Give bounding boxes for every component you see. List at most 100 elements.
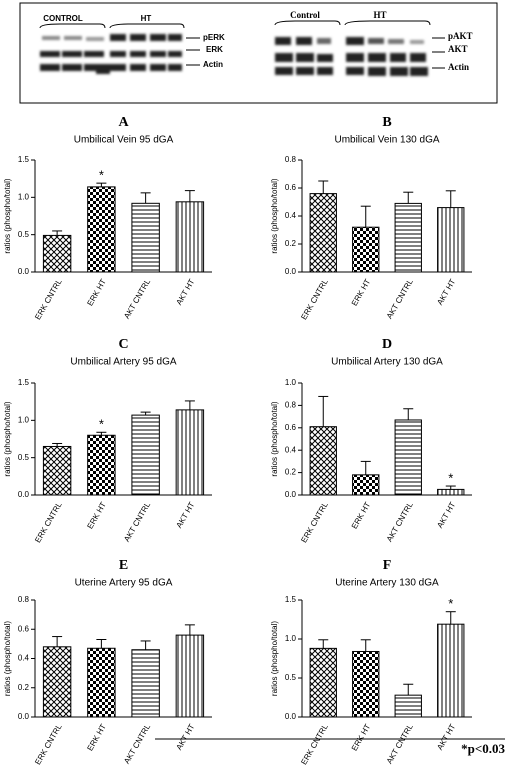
x-tick-label: ERK HT: [350, 500, 373, 530]
blot-bands: [40, 34, 428, 76]
y-tick-label: 1.0: [285, 634, 297, 643]
x-tick-label: ERK CNTRL: [299, 500, 330, 544]
y-axis-label: ratios (phospho/total): [270, 401, 279, 476]
bar: [131, 649, 160, 718]
x-tick-label: AKT HT: [174, 722, 196, 751]
panel-letter: D: [382, 337, 392, 352]
bar: [394, 202, 422, 273]
y-axis-label: ratios (phospho/total): [3, 621, 12, 696]
bar: [309, 647, 337, 718]
annotation: *: [448, 596, 453, 611]
bar: [175, 409, 205, 496]
x-tick-label: AKT CNTRL: [122, 722, 152, 765]
y-tick-label: 0.0: [285, 490, 297, 499]
bar: [394, 694, 422, 718]
bar: [352, 226, 380, 273]
x-tick-label: AKT HT: [435, 277, 457, 306]
y-tick-label: 1.5: [18, 155, 30, 164]
panel-letter: F: [383, 558, 392, 573]
x-tick-label: AKT CNTRL: [385, 500, 415, 543]
blot-label: HT: [373, 10, 386, 20]
blot-label: CONTROL: [43, 14, 83, 23]
x-tick-label: AKT CNTRL: [385, 722, 415, 765]
bar: [131, 414, 160, 496]
blot-label: HT: [141, 14, 152, 23]
x-tick-label: ERK CNTRL: [299, 722, 330, 766]
x-tick-label: AKT HT: [435, 722, 457, 751]
bar: [87, 647, 116, 718]
footnote: *p<0.03: [461, 741, 505, 756]
bar: [42, 445, 72, 496]
y-tick-label: 0.5: [18, 230, 30, 239]
chart-title: Umbilical Vein 95 dGA: [74, 135, 174, 146]
bar: [352, 650, 380, 718]
x-tick-label: ERK HT: [85, 500, 108, 530]
y-tick-label: 0.2: [285, 239, 297, 248]
x-tick-label: ERK HT: [350, 277, 373, 307]
bar: [437, 623, 465, 718]
bar: [394, 419, 422, 496]
bar: [42, 234, 72, 273]
x-tick-label: ERK HT: [350, 722, 373, 752]
y-tick-label: 0.0: [18, 267, 30, 276]
chart-title: Umbilical Artery 130 dGA: [331, 357, 443, 368]
blot-row-label: pERK: [203, 33, 225, 42]
y-tick-label: 1.5: [18, 378, 30, 387]
y-axis-label: ratios (phospho/total): [3, 178, 12, 253]
x-tick-label: ERK CNTRL: [299, 277, 330, 321]
bar: [175, 634, 205, 718]
y-tick-label: 0.0: [285, 712, 297, 721]
y-axis-label: ratios (phospho/total): [270, 621, 279, 696]
x-tick-label: AKT HT: [435, 500, 457, 529]
chart-title: Uterine Artery 95 dGA: [75, 578, 173, 589]
y-tick-label: 0.6: [285, 423, 297, 432]
y-tick-label: 0.6: [285, 183, 297, 192]
bar: [131, 202, 160, 273]
x-tick-label: AKT CNTRL: [385, 277, 415, 320]
x-tick-label: ERK CNTRL: [33, 277, 64, 321]
y-tick-label: 0.4: [285, 445, 297, 454]
blot-row-label: ERK: [206, 45, 223, 54]
panel-letter: E: [119, 558, 128, 573]
x-tick-label: ERK HT: [85, 722, 108, 752]
panel-letter: A: [118, 115, 129, 130]
y-tick-label: 0.2: [18, 683, 30, 692]
y-tick-label: 1.0: [285, 378, 297, 387]
chart-title: Uterine Artery 130 dGA: [335, 578, 439, 589]
x-tick-label: ERK HT: [85, 277, 108, 307]
x-tick-label: AKT HT: [174, 277, 196, 306]
bar: [175, 201, 205, 273]
blot-row-label: pAKT: [448, 31, 473, 41]
blot-row-label: Actin: [448, 62, 469, 72]
y-tick-label: 0.0: [18, 490, 30, 499]
y-tick-label: 0.0: [18, 712, 30, 721]
y-tick-label: 1.0: [18, 415, 30, 424]
y-tick-label: 0.4: [285, 211, 297, 220]
row-ticks: [186, 37, 445, 69]
x-tick-label: AKT CNTRL: [122, 500, 152, 543]
bar: [437, 488, 465, 496]
annotation: *: [99, 417, 104, 432]
y-tick-label: 0.0: [285, 267, 297, 276]
chart-title: Umbilical Artery 95 dGA: [70, 357, 176, 368]
y-tick-label: 1.5: [285, 595, 297, 604]
panel-letter: C: [118, 337, 128, 352]
y-tick-label: 0.8: [285, 155, 297, 164]
annotation: *: [448, 470, 453, 485]
bar: [309, 426, 337, 496]
blot-row-label: Actin: [203, 60, 223, 69]
blot-label: Control: [290, 10, 320, 20]
y-tick-label: 0.8: [285, 401, 297, 410]
x-tick-label: AKT CNTRL: [122, 277, 152, 320]
y-tick-label: 1.0: [18, 192, 30, 201]
y-tick-label: 0.8: [18, 595, 30, 604]
bar: [309, 193, 337, 273]
group-brackets: [39, 20, 431, 29]
bar: [437, 207, 465, 273]
bar: [87, 186, 116, 273]
bar: [87, 434, 116, 496]
y-tick-label: 0.4: [18, 654, 30, 663]
y-tick-label: 0.5: [285, 673, 297, 682]
